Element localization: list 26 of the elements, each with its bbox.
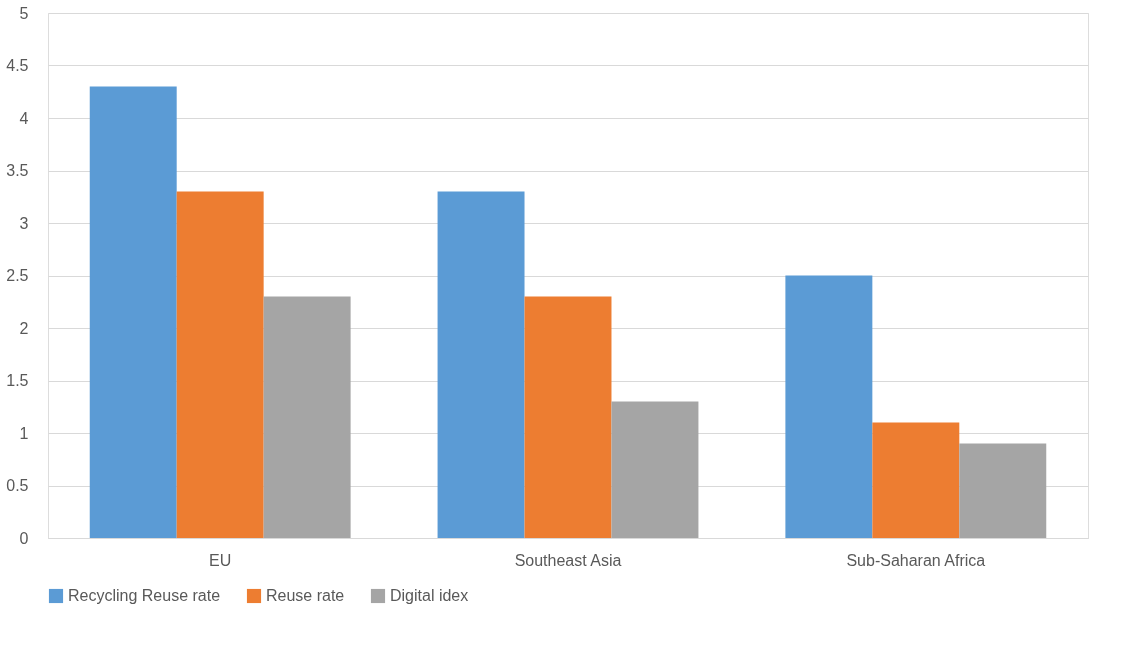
- y-tick-label: 2: [19, 319, 29, 337]
- y-tick-label: 0: [19, 529, 29, 547]
- bar: [872, 422, 960, 538]
- y-tick-label: 5: [19, 4, 29, 22]
- legend-label: Recycling Reuse rate: [68, 587, 221, 604]
- bar: [437, 191, 525, 538]
- y-tick-label: 3: [19, 214, 29, 232]
- y-tick-label: 4: [19, 109, 29, 127]
- y-tick-label: 0.5: [6, 477, 29, 494]
- bar: [89, 86, 177, 538]
- legend-label: Digital idex: [390, 587, 469, 604]
- legend-label: Reuse rate: [266, 587, 345, 604]
- bar: [611, 401, 699, 538]
- bar: [785, 275, 873, 538]
- bar: [263, 296, 351, 538]
- y-tick-label: 3.5: [6, 162, 29, 179]
- y-tick-label: 2.5: [6, 267, 29, 284]
- x-tick-label: Southeast Asia: [514, 551, 622, 569]
- bar: [959, 443, 1047, 538]
- y-tick-label: 4.5: [6, 57, 29, 74]
- bar: [176, 191, 264, 538]
- x-tick-label: Sub-Saharan Africa: [846, 551, 986, 569]
- y-tick-label: 1: [19, 424, 29, 442]
- x-tick-label: EU: [209, 551, 232, 569]
- y-tick-label: 1.5: [6, 372, 29, 389]
- bar: [524, 296, 612, 538]
